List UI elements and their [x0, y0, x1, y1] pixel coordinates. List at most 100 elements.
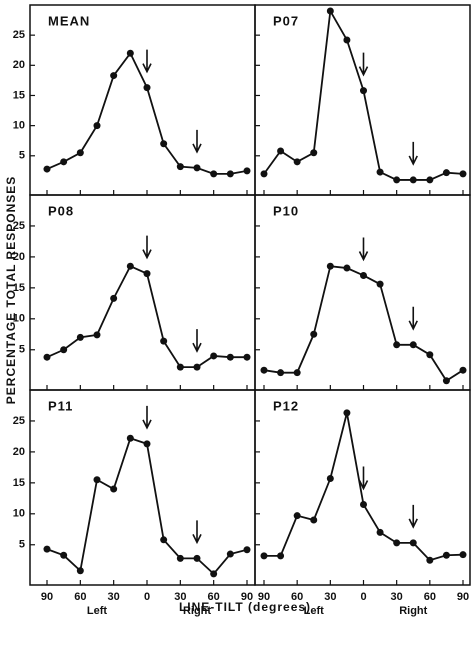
data-point: [343, 36, 351, 44]
y-axis-label: PERCENTAGE TOTAL RESPONSES: [4, 176, 18, 404]
data-point: [326, 475, 334, 483]
data-point: [293, 158, 301, 166]
data-point: [277, 369, 285, 377]
data-point: [193, 554, 201, 562]
data-point: [243, 167, 251, 175]
data-point: [76, 149, 84, 157]
arrow: [142, 49, 152, 74]
data-point: [160, 536, 168, 544]
data-line: [46, 265, 247, 368]
arrow: [408, 306, 418, 331]
data-point: [426, 176, 434, 184]
data-point: [277, 147, 285, 155]
arrow: [358, 466, 369, 491]
data-point: [243, 546, 251, 554]
y-tick-label: 20: [13, 59, 25, 71]
panel-frame: [254, 389, 471, 586]
data-point: [409, 539, 417, 547]
arrow: [408, 141, 418, 166]
arrow: [192, 520, 202, 545]
x-tick-label: 30: [174, 591, 186, 603]
x-tick-label: 90: [241, 591, 253, 603]
data-point: [160, 337, 168, 345]
data-point: [459, 366, 467, 374]
arrow: [408, 504, 418, 529]
y-tick-label: 20: [13, 446, 25, 458]
data-line: [263, 265, 464, 382]
data-point: [260, 366, 268, 374]
data-point: [143, 440, 151, 448]
data-point: [193, 164, 201, 172]
y-tick-label: 15: [13, 89, 25, 101]
data-point: [409, 341, 417, 349]
data-point: [393, 341, 401, 349]
x-tick-label: 90: [457, 591, 469, 603]
y-tick-label: 10: [13, 120, 25, 132]
y-tick-label: 25: [13, 29, 25, 41]
data-point: [126, 262, 134, 270]
panel-title: P12: [273, 398, 299, 413]
x-tick-label: 60: [424, 591, 436, 603]
panel-title: P08: [48, 203, 74, 218]
data-point: [160, 140, 168, 148]
annotation: Left: [87, 605, 108, 617]
x-tick-label: 0: [144, 591, 150, 603]
arrow: [142, 235, 152, 260]
annotation: Right: [183, 605, 211, 617]
data-point: [310, 149, 318, 157]
data-point: [459, 551, 467, 559]
data-point: [43, 165, 51, 173]
annotation: Left: [304, 605, 325, 617]
x-tick-label: 60: [291, 591, 303, 603]
data-point: [176, 363, 184, 371]
panel-title: P07: [273, 13, 299, 28]
y-tick-label: 15: [13, 282, 25, 294]
data-point: [277, 552, 285, 560]
y-tick-label: 5: [19, 344, 25, 356]
data-point: [126, 49, 134, 57]
data-point: [442, 169, 450, 177]
data-point: [260, 170, 268, 178]
data-point: [93, 122, 101, 130]
data-point: [60, 346, 68, 354]
data-point: [110, 72, 118, 80]
data-point: [459, 170, 467, 178]
panel-title: P10: [273, 203, 299, 218]
data-point: [426, 556, 434, 564]
x-tick-label: 30: [108, 591, 120, 603]
data-point: [60, 551, 68, 559]
data-point: [343, 264, 351, 272]
panel-title: P11: [48, 398, 73, 413]
panel-frame: [254, 194, 471, 391]
arrow: [192, 329, 202, 353]
data-point: [226, 170, 234, 178]
data-point: [376, 280, 384, 288]
arrow: [142, 405, 152, 430]
data-point: [210, 170, 218, 178]
data-point: [326, 7, 334, 15]
x-tick-label: 60: [74, 591, 86, 603]
data-point: [143, 84, 151, 92]
x-tick-label: 30: [324, 591, 336, 603]
data-point: [393, 176, 401, 184]
data-point: [176, 163, 184, 171]
data-point: [360, 87, 367, 95]
data-point: [326, 262, 334, 270]
data-point: [243, 353, 251, 361]
arrow: [358, 237, 369, 262]
data-point: [210, 352, 218, 360]
data-point: [442, 377, 450, 385]
data-point: [360, 501, 367, 509]
data-point: [442, 551, 450, 559]
data-point: [360, 271, 367, 279]
data-point: [110, 294, 118, 302]
data-point: [226, 353, 234, 361]
data-line: [263, 8, 464, 181]
data-point: [176, 554, 184, 562]
data-point: [343, 409, 351, 417]
data-point: [409, 176, 417, 184]
panel-frame: [29, 4, 256, 196]
data-point: [260, 552, 268, 560]
data-point: [426, 351, 434, 359]
x-tick-label: 90: [258, 591, 270, 603]
